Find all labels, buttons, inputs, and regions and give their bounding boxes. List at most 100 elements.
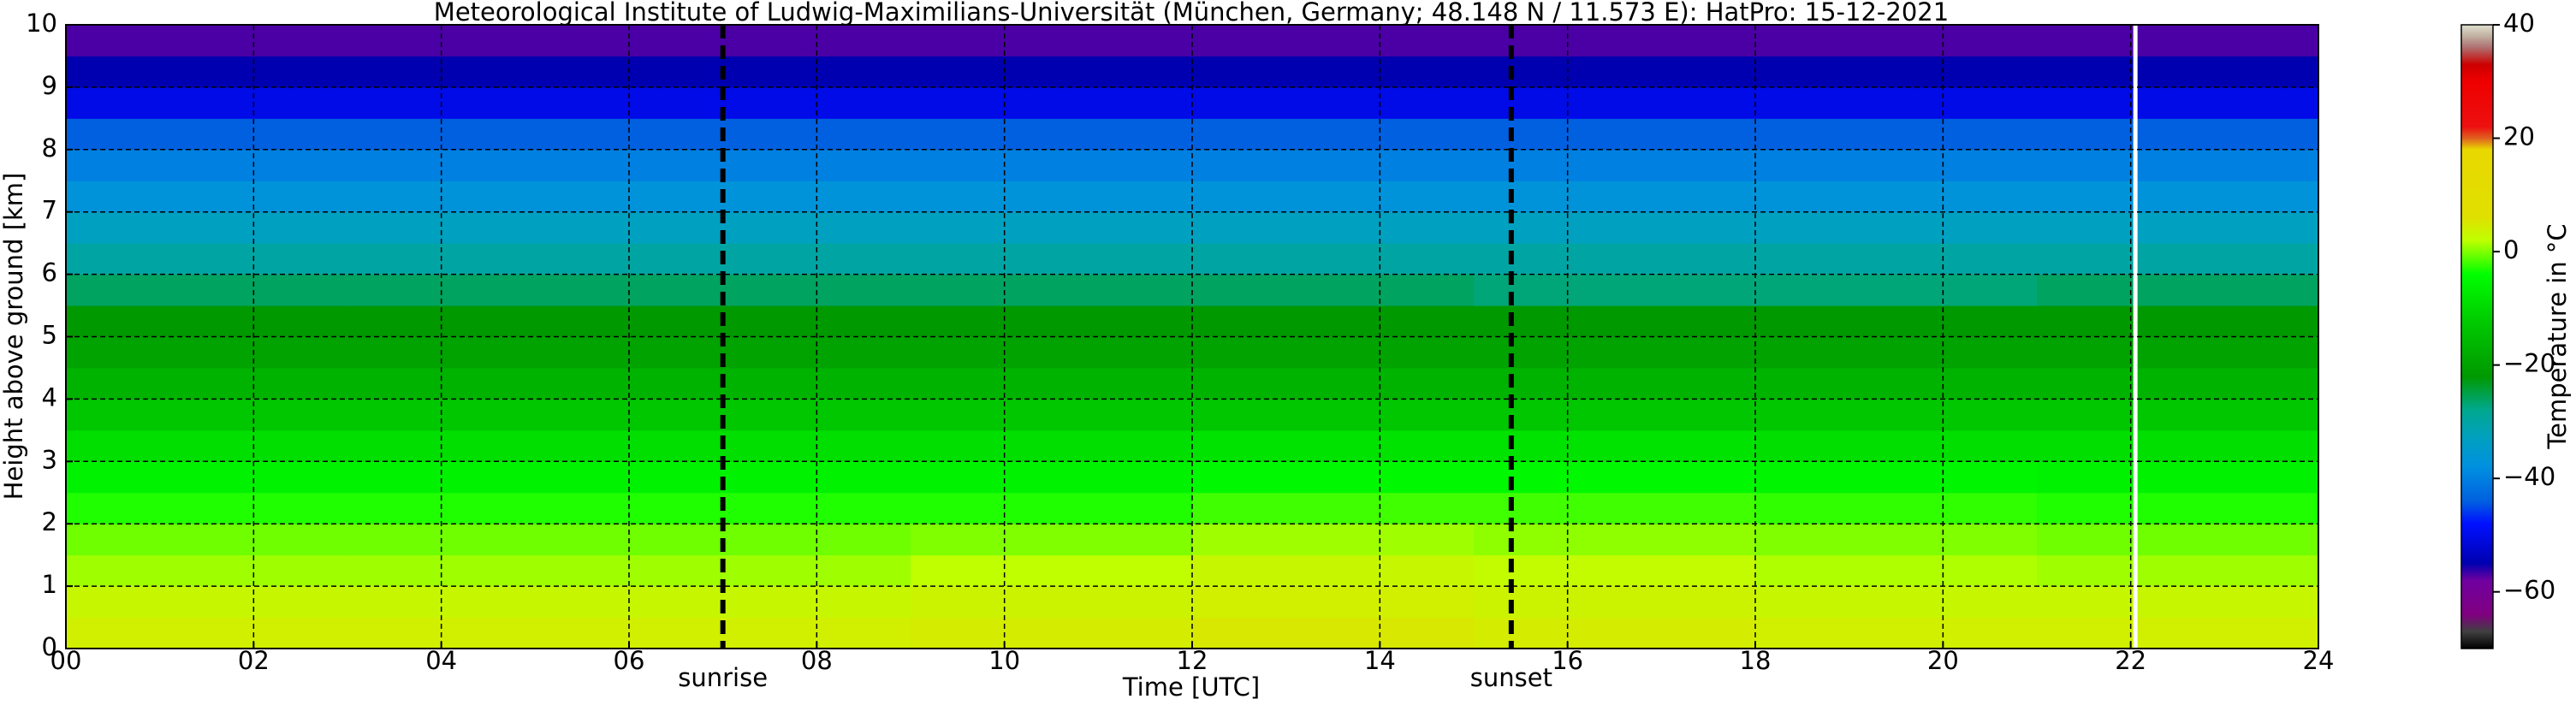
heatmap-cell <box>347 367 630 400</box>
heatmap-cell <box>1755 617 2038 649</box>
colorbar-tick-label: −60 <box>2503 576 2555 605</box>
heatmap-cell <box>66 399 348 431</box>
heatmap-cell <box>347 336 630 369</box>
heatmap-cell <box>347 524 630 556</box>
chart-title: Meteorological Institute of Ludwig-Maxim… <box>434 0 1949 27</box>
y-tick-label: 1 <box>42 570 57 599</box>
heatmap-cell <box>1474 181 1756 213</box>
heatmap-cell <box>629 25 911 56</box>
heatmap-cell <box>66 492 348 524</box>
heatmap-cell <box>347 305 630 337</box>
heatmap-cell <box>629 274 911 306</box>
heatmap-cell <box>629 399 911 431</box>
heatmap-cell <box>66 56 348 88</box>
y-tick-label: 8 <box>42 133 57 163</box>
x-tick-label: 12 <box>1177 646 1208 675</box>
heatmap-cell <box>1755 524 2038 556</box>
heatmap-cell <box>911 554 1193 587</box>
heatmap-cell <box>347 86 630 119</box>
heatmap-cell <box>629 149 911 181</box>
heatmap-cell <box>1474 274 1756 306</box>
x-tick-label: 00 <box>50 646 82 675</box>
heatmap-cell <box>911 149 1193 181</box>
heatmap-cell <box>1192 336 1475 369</box>
heatmap-cell <box>2037 118 2319 151</box>
heatmap-cell <box>629 430 911 462</box>
heatmap-cell <box>1192 25 1475 56</box>
heatmap-cell <box>1192 524 1475 556</box>
x-axis-label: Time [UTC] <box>1122 672 1260 702</box>
heatmap-cell <box>2037 554 2319 587</box>
heatmap-cell <box>1192 274 1475 306</box>
heatmap-cell <box>66 211 348 244</box>
colorbar-tick-label: −40 <box>2503 462 2555 491</box>
heatmap-cell <box>629 336 911 369</box>
heatmap-cell <box>1755 25 2038 56</box>
heatmap-cell <box>347 181 630 213</box>
heatmap-cell <box>1755 86 2038 119</box>
heatmap-cell <box>2037 25 2319 56</box>
heatmap-cell <box>2037 211 2319 244</box>
heatmap-cell <box>911 430 1193 462</box>
heatmap-cell <box>1474 149 1756 181</box>
heatmap-cell <box>629 617 911 649</box>
colorbar-tick-label: −20 <box>2503 349 2555 378</box>
heatmap-cell <box>1192 461 1475 494</box>
heatmap-cell <box>1192 617 1475 649</box>
heatmap-cell <box>66 336 348 369</box>
heatmap-cell <box>629 492 911 524</box>
x-tick-label: 08 <box>801 646 833 675</box>
heatmap-cell <box>2037 243 2319 275</box>
heatmap-cell <box>1192 149 1475 181</box>
heatmap-cell <box>629 554 911 587</box>
heatmap-cell <box>629 305 911 337</box>
heatmap-cell <box>911 25 1193 56</box>
heatmap-cell <box>1192 211 1475 244</box>
heatmap-cell <box>1192 399 1475 431</box>
heatmap-cell <box>66 367 348 400</box>
y-tick-label: 2 <box>42 507 57 536</box>
heatmap-cell <box>1474 461 1756 494</box>
x-tick-label: 04 <box>425 646 457 675</box>
heatmap-cell <box>1474 211 1756 244</box>
heatmap-cell <box>1755 554 2038 587</box>
heatmap-cell <box>911 243 1193 275</box>
heatmap-cell <box>1474 86 1756 119</box>
heatmap-cell <box>1192 118 1475 151</box>
heatmap-cell <box>1474 367 1756 400</box>
heatmap-cell <box>911 86 1193 119</box>
colorbar <box>2460 24 2494 649</box>
heatmap-cell <box>1192 586 1475 619</box>
heatmap-cell <box>1192 181 1475 213</box>
heatmap-cell <box>1192 554 1475 587</box>
heatmap-cell <box>347 211 630 244</box>
heatmap-cell <box>911 118 1193 151</box>
y-tick-label: 10 <box>26 9 57 38</box>
heatmap-cell <box>66 149 348 181</box>
x-tick-label: 24 <box>2303 646 2335 675</box>
heatmap-cell <box>2037 305 2319 337</box>
heatmap-cell <box>347 399 630 431</box>
heatmap-cell <box>2037 181 2319 213</box>
heatmap-cell <box>1755 492 2038 524</box>
heatmap-cell <box>1474 554 1756 587</box>
heatmap-cell <box>1755 367 2038 400</box>
heatmap-cell <box>1755 274 2038 306</box>
heatmap-cell <box>66 617 348 649</box>
x-tick-label: 16 <box>1552 646 1583 675</box>
heatmap-cell <box>347 149 630 181</box>
colorbar-tick-label: 20 <box>2503 122 2535 151</box>
heatmap-cell <box>2037 461 2319 494</box>
x-tick-label: 10 <box>988 646 1020 675</box>
heatmap-cell <box>1192 86 1475 119</box>
colorbar-tick-label: 0 <box>2503 235 2519 264</box>
heatmap-cell <box>2037 86 2319 119</box>
heatmap-cell <box>2037 492 2319 524</box>
heatmap-cell <box>1755 461 2038 494</box>
heatmap-cell <box>911 274 1193 306</box>
heatmap-cell <box>911 305 1193 337</box>
heatmap-cell <box>2037 524 2319 556</box>
heatmap-cell <box>66 586 348 619</box>
heatmap-cell <box>2037 149 2319 181</box>
heatmap-cell <box>1755 586 2038 619</box>
